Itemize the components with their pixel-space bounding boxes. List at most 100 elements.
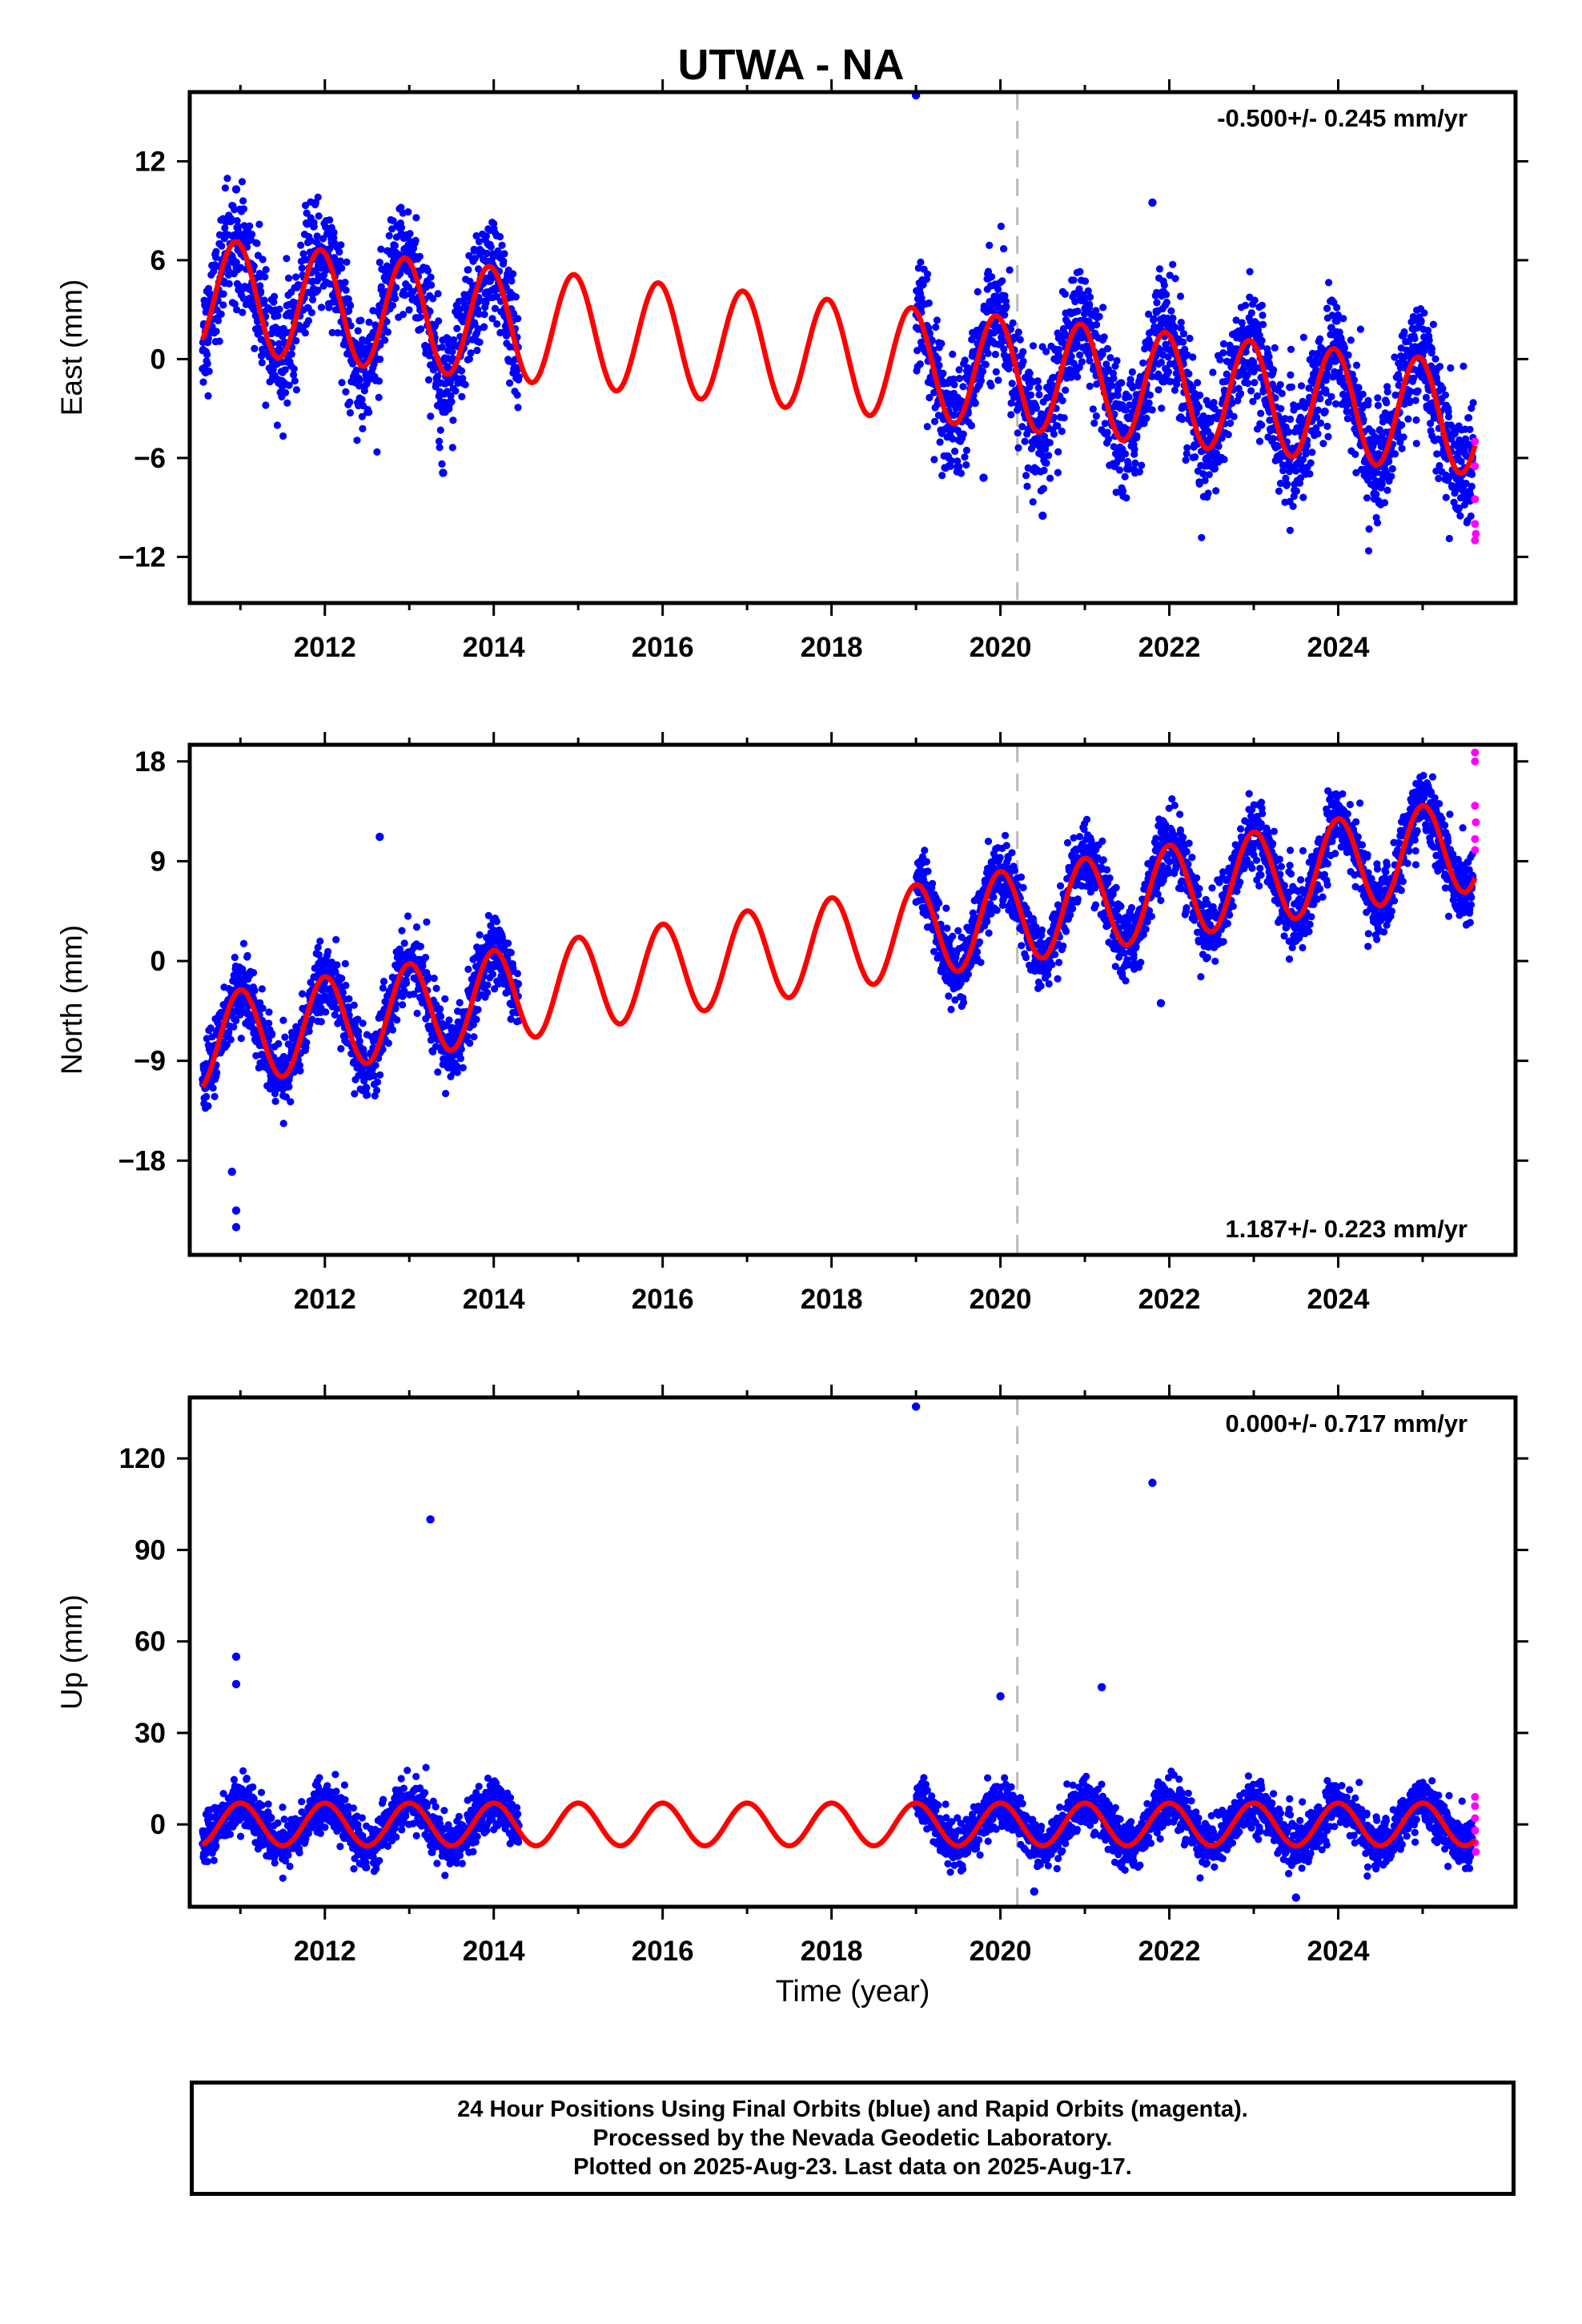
data-point [1131, 459, 1139, 467]
data-point [1406, 388, 1415, 396]
data-point [472, 231, 480, 240]
data-point [1340, 344, 1349, 352]
data-point [1034, 377, 1042, 385]
data-point [1098, 350, 1106, 358]
data-point [1462, 480, 1470, 488]
data-point [1365, 525, 1373, 533]
data-point [316, 937, 324, 945]
data-point [1158, 404, 1166, 412]
data-point [230, 1023, 238, 1031]
outlier-point [979, 473, 988, 482]
data-point [1327, 324, 1335, 332]
data-point [484, 988, 492, 997]
data-point [328, 328, 336, 336]
data-point [217, 310, 225, 318]
x-tick-label: 2024 [1307, 632, 1370, 663]
data-point [1410, 374, 1418, 382]
data-point [1456, 512, 1464, 520]
data-point [447, 392, 455, 400]
data-point [413, 1009, 421, 1017]
data-point [476, 338, 484, 346]
data-point [221, 224, 229, 232]
data-point [219, 290, 227, 298]
data-point [441, 995, 449, 1003]
data-point [237, 1035, 245, 1043]
data-point [388, 1026, 397, 1034]
data-point [225, 1028, 233, 1036]
data-point [199, 378, 207, 386]
data-point [1373, 519, 1382, 527]
data-point [388, 301, 397, 309]
data-point [508, 277, 516, 285]
data-point [290, 371, 298, 379]
data-point [348, 360, 357, 368]
data-point [1404, 415, 1412, 423]
data-point [335, 248, 343, 256]
data-point [1058, 396, 1066, 404]
data-point [291, 377, 299, 385]
data-point [404, 208, 412, 216]
data-point [1422, 393, 1431, 401]
data-point [251, 987, 259, 995]
data-point [412, 214, 420, 222]
data-point [1270, 366, 1278, 374]
data-point [322, 1008, 330, 1016]
data-point [1026, 369, 1034, 377]
data-point [1006, 266, 1014, 274]
data-point [391, 242, 399, 250]
data-point [1247, 387, 1255, 395]
data-point [1323, 369, 1331, 377]
data-point [984, 838, 993, 846]
data-point [1164, 368, 1173, 376]
rapid-point [1471, 462, 1480, 471]
data-point [307, 237, 315, 245]
data-point [215, 337, 223, 345]
data-point [964, 409, 972, 417]
data-point [1106, 354, 1114, 362]
data-point [1050, 373, 1058, 381]
data-point [248, 1023, 256, 1031]
data-point [977, 376, 986, 384]
data-point [1061, 290, 1069, 298]
data-point [987, 273, 996, 281]
data-point [357, 316, 365, 324]
data-point [1313, 413, 1321, 422]
data-point [1085, 351, 1093, 359]
data-point [214, 316, 223, 324]
data-point [1076, 267, 1084, 275]
data-point [336, 257, 344, 265]
data-point [475, 310, 483, 318]
data-point [1258, 421, 1266, 429]
data-point [212, 253, 220, 261]
data-point [283, 399, 291, 407]
data-point [1414, 387, 1422, 395]
data-point [1335, 328, 1343, 336]
data-point [227, 1035, 235, 1043]
data-point [1160, 281, 1168, 289]
data-point [1299, 456, 1307, 464]
data-point [351, 1090, 359, 1098]
data-point [938, 472, 946, 480]
data-point [1105, 435, 1113, 443]
data-point [1344, 351, 1352, 359]
data-point [275, 1039, 283, 1047]
data-point [954, 457, 962, 465]
data-point [1427, 420, 1435, 428]
data-point [1153, 299, 1161, 307]
data-point [301, 329, 309, 337]
data-point [375, 377, 383, 385]
data-point [467, 349, 475, 357]
data-point [1454, 449, 1462, 457]
data-point [436, 426, 444, 434]
data-point [1251, 296, 1259, 304]
y-tick-label: −12 [118, 541, 166, 573]
x-tick-label: 2016 [632, 632, 694, 663]
data-point [344, 295, 352, 304]
data-point [250, 969, 258, 977]
panel-2: 2012 2014 2016 2018 2020 2022 2024−18−90918Nor… [55, 732, 1528, 1315]
data-point [1150, 315, 1158, 323]
data-point [436, 444, 444, 452]
data-point [1179, 330, 1188, 338]
data-point [1295, 402, 1303, 410]
data-point [935, 899, 943, 907]
